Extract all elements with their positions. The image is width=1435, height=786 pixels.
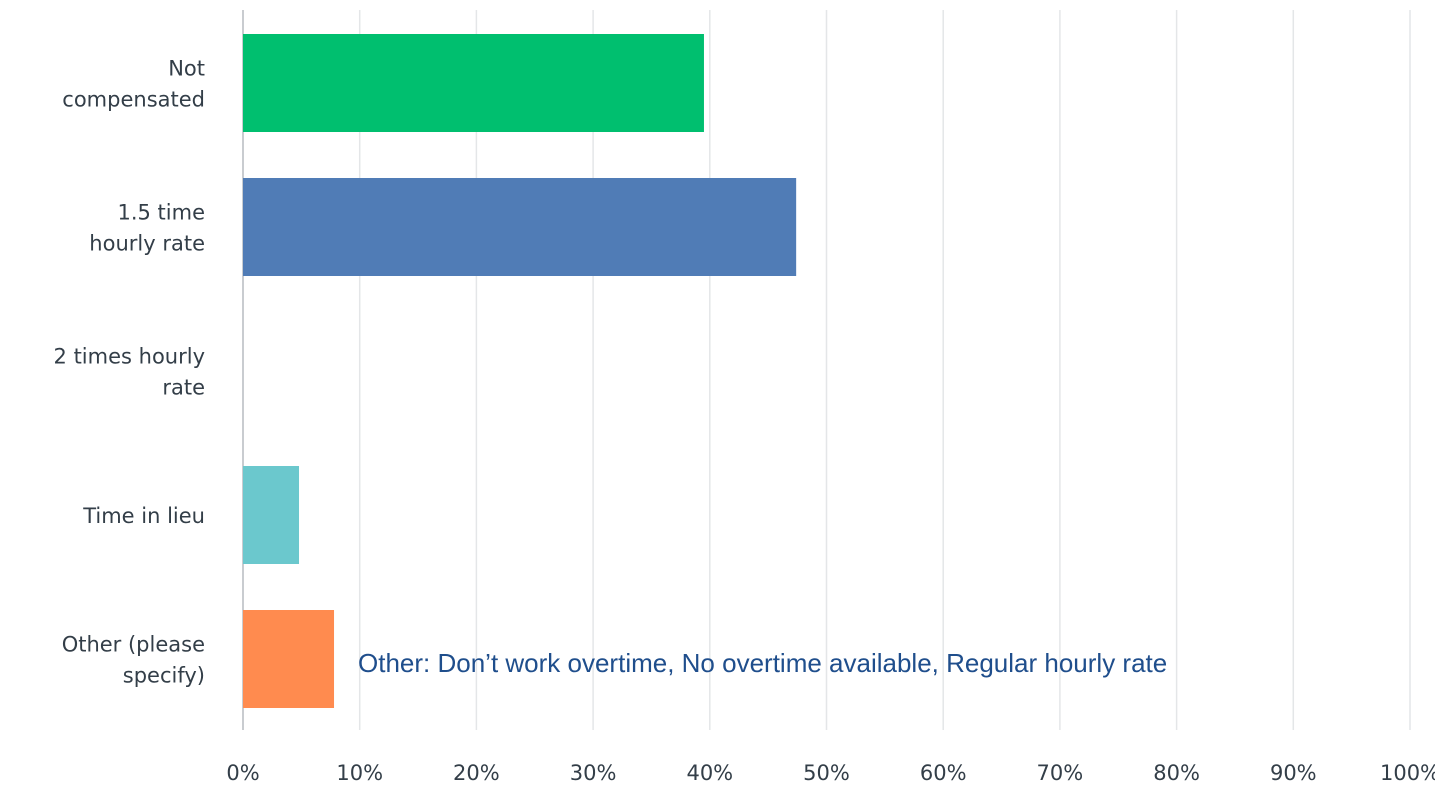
category-label: specify)	[123, 664, 205, 688]
category-label: Time in lieu	[82, 504, 205, 528]
category-label: Not	[168, 57, 205, 81]
x-tick-label: 100%	[1380, 761, 1435, 785]
x-tick-label: 20%	[453, 761, 500, 785]
bar	[243, 178, 797, 276]
category-labels: Not compensated 1.5 time hourly rate 2 times…	[54, 57, 205, 688]
x-tick-label: 10%	[336, 761, 383, 785]
x-tick-label: 60%	[920, 761, 967, 785]
x-tick-label: 80%	[1153, 761, 1200, 785]
x-tick-label: 40%	[686, 761, 733, 785]
x-tick-label: 90%	[1270, 761, 1317, 785]
x-tick-label: 0%	[226, 761, 259, 785]
x-tick-label: 70%	[1037, 761, 1084, 785]
bar	[243, 466, 300, 564]
bar	[243, 34, 704, 132]
category-label: rate	[162, 376, 205, 400]
category-label: 1.5 time	[117, 201, 205, 225]
other-responses-annotation: Other: Don’t work overtime, No overtime …	[358, 648, 1168, 678]
x-tick-labels: 0% 10% 20% 30% 40% 50% 60% 70% 80% 90% 100%	[226, 761, 1435, 785]
category-label: Other (please	[62, 633, 205, 657]
category-label: 2 times hourly	[54, 345, 205, 369]
x-tick-label: 50%	[803, 761, 850, 785]
x-tick-label: 30%	[570, 761, 617, 785]
category-label: hourly rate	[89, 232, 205, 256]
category-label: compensated	[62, 88, 205, 112]
bars	[243, 34, 797, 708]
bar	[243, 610, 335, 708]
